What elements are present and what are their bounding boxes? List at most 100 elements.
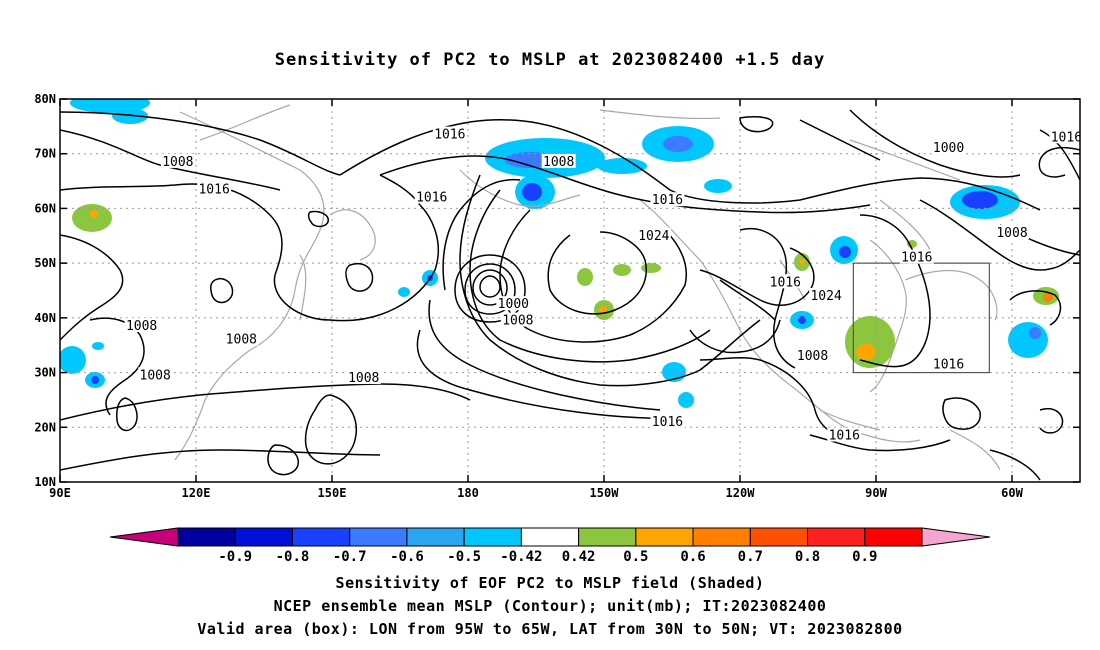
contour-label-bg <box>432 126 467 141</box>
contour-label-bg <box>496 296 531 311</box>
contour-label: 1008 <box>348 371 379 386</box>
caption-shading: Sensitivity of EOF PC2 to MSLP field (Sh… <box>335 574 765 592</box>
colorbar-segment <box>578 527 637 547</box>
lon-label: 60W <box>1001 486 1023 500</box>
lat-label: 50N <box>34 256 56 270</box>
map-title: Sensitivity of PC2 to MSLP at 2023082400… <box>274 50 826 70</box>
lat-label: 30N <box>34 366 56 380</box>
colorbar-segment <box>749 527 809 547</box>
colorbar-label: 0.7 <box>738 549 763 565</box>
colorbar-label: 0.6 <box>680 549 705 565</box>
contour-label: 1008 <box>162 155 193 170</box>
lat-label: 40N <box>34 311 56 325</box>
colorbar-segment <box>692 527 751 547</box>
contour-label-bg <box>160 153 195 168</box>
contour-label-bg <box>1049 129 1080 144</box>
caption-valid-area: Valid area (box): LON from 95W to 65W, L… <box>197 620 903 638</box>
colorbar-segment <box>406 527 465 547</box>
contour-label: 1000 <box>933 141 964 156</box>
colorbar-min-arrow <box>109 527 179 547</box>
contour-label: 1008 <box>140 368 171 383</box>
contour-label: 1016 <box>198 182 229 197</box>
lon-label: 150E <box>318 486 347 500</box>
colorbar: -0.9 -0.8 -0.7 -0.6 -0.5 -0.42 0.42 0.5 0.6 0.7 0.… <box>109 527 991 565</box>
colorbar-label: -0.42 <box>500 549 542 565</box>
contour-label-bg <box>827 427 862 442</box>
colorbar-segment <box>463 527 522 547</box>
contour-label: 1016 <box>434 128 465 143</box>
contour-label-bg <box>346 370 381 385</box>
colorbar-max-arrow <box>921 527 991 547</box>
contour-label-bg <box>636 227 671 242</box>
colorbar-segment <box>635 527 694 547</box>
contour-label: 1016 <box>416 190 447 205</box>
contour-label-bg <box>650 413 685 428</box>
colorbar-label: 0.9 <box>852 549 877 565</box>
contour-label: 1016 <box>933 357 964 372</box>
lon-label: 150W <box>590 486 620 500</box>
lon-label: 120E <box>182 486 211 500</box>
gridlines <box>60 99 1080 482</box>
contour-label-bg <box>541 153 576 168</box>
contour-label-bg <box>138 367 173 382</box>
contour-label: 1008 <box>502 314 533 329</box>
colorbar-label: 0.8 <box>795 549 820 565</box>
lat-label: 10N <box>34 475 56 489</box>
colorbar-label: 0.42 <box>562 549 596 565</box>
contour-label-bg <box>197 181 232 196</box>
contour-label: 1008 <box>996 226 1027 241</box>
contour-label-bg <box>995 225 1029 240</box>
contour-label: 1008 <box>226 333 257 348</box>
contour-label-bg <box>224 331 259 346</box>
colorbar-label: -0.7 <box>333 549 367 565</box>
contour-label-bg <box>124 318 159 333</box>
colorbar-label: 0.5 <box>623 549 648 565</box>
lat-label: 70N <box>34 147 56 161</box>
map-frame <box>59 98 1081 483</box>
lon-label: 90W <box>865 486 887 500</box>
contour-label: 1008 <box>543 155 574 170</box>
contour-label: 1024 <box>638 229 669 244</box>
colorbar-label: -0.5 <box>447 549 481 565</box>
contour-label: 1016 <box>652 415 683 430</box>
lon-label: 120W <box>726 486 756 500</box>
contour-label-bg <box>899 249 934 264</box>
contour-label-bg <box>931 140 966 155</box>
colorbar-segment <box>520 527 580 547</box>
lat-label: 80N <box>34 92 56 106</box>
contour-label: 1024 <box>810 289 841 304</box>
contour-label-bg <box>414 189 449 204</box>
contour-label-bg <box>809 287 844 302</box>
colorbar-segment <box>291 527 351 547</box>
colorbar-label: -0.8 <box>276 549 310 565</box>
colorbar-segment <box>177 527 236 547</box>
colorbar-segment <box>807 527 866 547</box>
caption-contour: NCEP ensemble mean MSLP (Contour); unit(… <box>273 597 827 615</box>
contour-label-bg <box>500 312 535 327</box>
coastlines <box>174 104 1001 471</box>
mslp-contours <box>60 109 1080 481</box>
lat-label: 20N <box>34 420 56 434</box>
contour-label-bg <box>795 348 830 363</box>
colorbar-segment <box>864 527 923 547</box>
colorbar-label: -0.6 <box>390 549 424 565</box>
colorbar-label: -0.9 <box>218 549 252 565</box>
lon-label: 180 <box>457 486 479 500</box>
contour-label-bg <box>768 274 803 289</box>
map-body: 1016 1008 1016 1008 1008 1008 1008 1016 1008 1016… <box>60 99 1082 482</box>
contour-label: 1008 <box>797 349 828 364</box>
contour-labels: 1016 1008 1016 1008 1008 1008 1008 1016 1008 1016… <box>124 126 1082 443</box>
colorbar-segment <box>234 527 293 547</box>
contour-label: 1008 <box>126 319 157 334</box>
contour-label: 1000 <box>498 297 529 312</box>
lat-label: 60N <box>34 201 56 215</box>
contour-label: 1016 <box>652 193 683 208</box>
contour-label: 1016 <box>901 251 932 266</box>
contour-label-bg <box>931 356 966 371</box>
contour-label: 1016 <box>829 428 860 443</box>
lon-label: 90E <box>49 486 71 500</box>
contour-label: 1016 <box>1051 130 1082 145</box>
contour-label: 1016 <box>770 275 801 290</box>
